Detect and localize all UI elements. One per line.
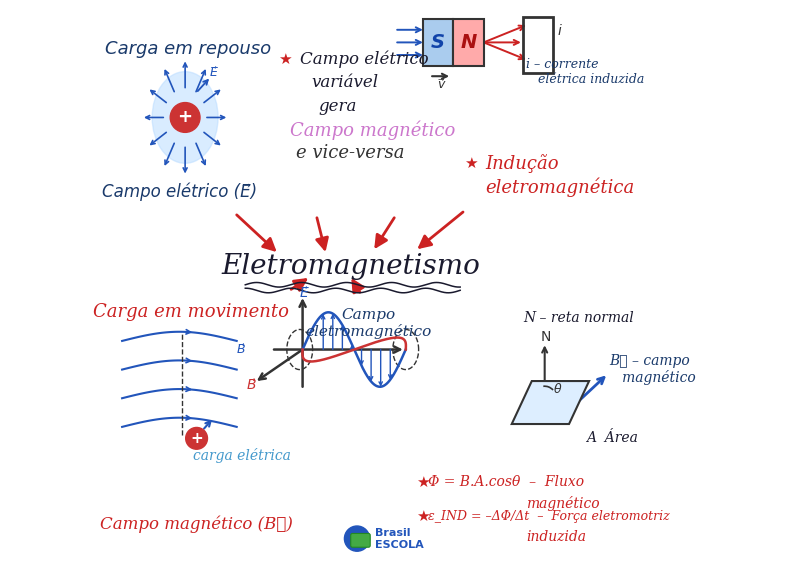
Text: Indução: Indução [485,154,558,173]
FancyBboxPatch shape [454,19,484,66]
Text: gera: gera [318,97,357,115]
Text: B⃗: B⃗ [237,343,246,356]
Text: +: + [178,108,193,127]
Text: B⃗ – campo
   magnético: B⃗ – campo magnético [609,354,696,385]
Text: A  Área: A Área [586,431,638,445]
Text: Campo
eletromagnético: Campo eletromagnético [306,308,432,339]
Text: E⃗: E⃗ [299,286,308,300]
Text: ★: ★ [278,52,292,66]
Text: N: N [460,33,477,52]
Circle shape [186,427,207,449]
Text: ε_IND = –ΔΦ/Δt  –  Força eletromotriz: ε_IND = –ΔΦ/Δt – Força eletromotriz [427,511,670,523]
Text: N: N [541,329,551,344]
Text: +: + [190,431,203,446]
Text: Campo elétrico: Campo elétrico [300,50,428,68]
Text: ESCOLA: ESCOLA [375,540,424,551]
Text: Carga em repouso: Carga em repouso [105,40,271,58]
Text: eletromagnética: eletromagnética [485,178,634,197]
Text: Φ = B.A.cosθ  –  Fluxo: Φ = B.A.cosθ – Fluxo [427,476,584,489]
Text: Campo magnético (B⃗): Campo magnético (B⃗) [100,516,293,533]
FancyBboxPatch shape [423,19,454,66]
Text: e vice-versa: e vice-versa [296,144,404,162]
Circle shape [170,103,200,132]
Text: i – corrente
   elétrica induzida: i – corrente elétrica induzida [526,58,645,85]
Ellipse shape [152,72,218,163]
Text: i: i [558,24,562,38]
Text: carga elétrica: carga elétrica [194,448,291,463]
Text: magnético: magnético [526,496,600,511]
Text: v⃗: v⃗ [437,78,444,91]
Text: Carga em movimento: Carga em movimento [93,303,289,321]
Text: Campo magnético: Campo magnético [290,120,455,140]
Text: S: S [431,33,445,52]
Text: N – reta normal: N – reta normal [523,311,634,325]
FancyBboxPatch shape [350,533,370,547]
Text: ★: ★ [464,156,478,171]
Text: variável: variável [311,74,378,91]
Text: E⃗: E⃗ [210,66,218,79]
Polygon shape [512,381,589,424]
Text: θ: θ [554,383,562,396]
Text: induzida: induzida [526,531,586,544]
Text: Eletromagnetismo: Eletromagnetismo [222,253,481,280]
Text: Campo elétrico (E⃗): Campo elétrico (E⃗) [102,183,257,201]
Circle shape [345,526,370,551]
Text: Brasil: Brasil [375,528,411,538]
Text: ★: ★ [416,509,430,524]
Text: B⃗: B⃗ [246,378,256,392]
Text: ★: ★ [416,475,430,490]
